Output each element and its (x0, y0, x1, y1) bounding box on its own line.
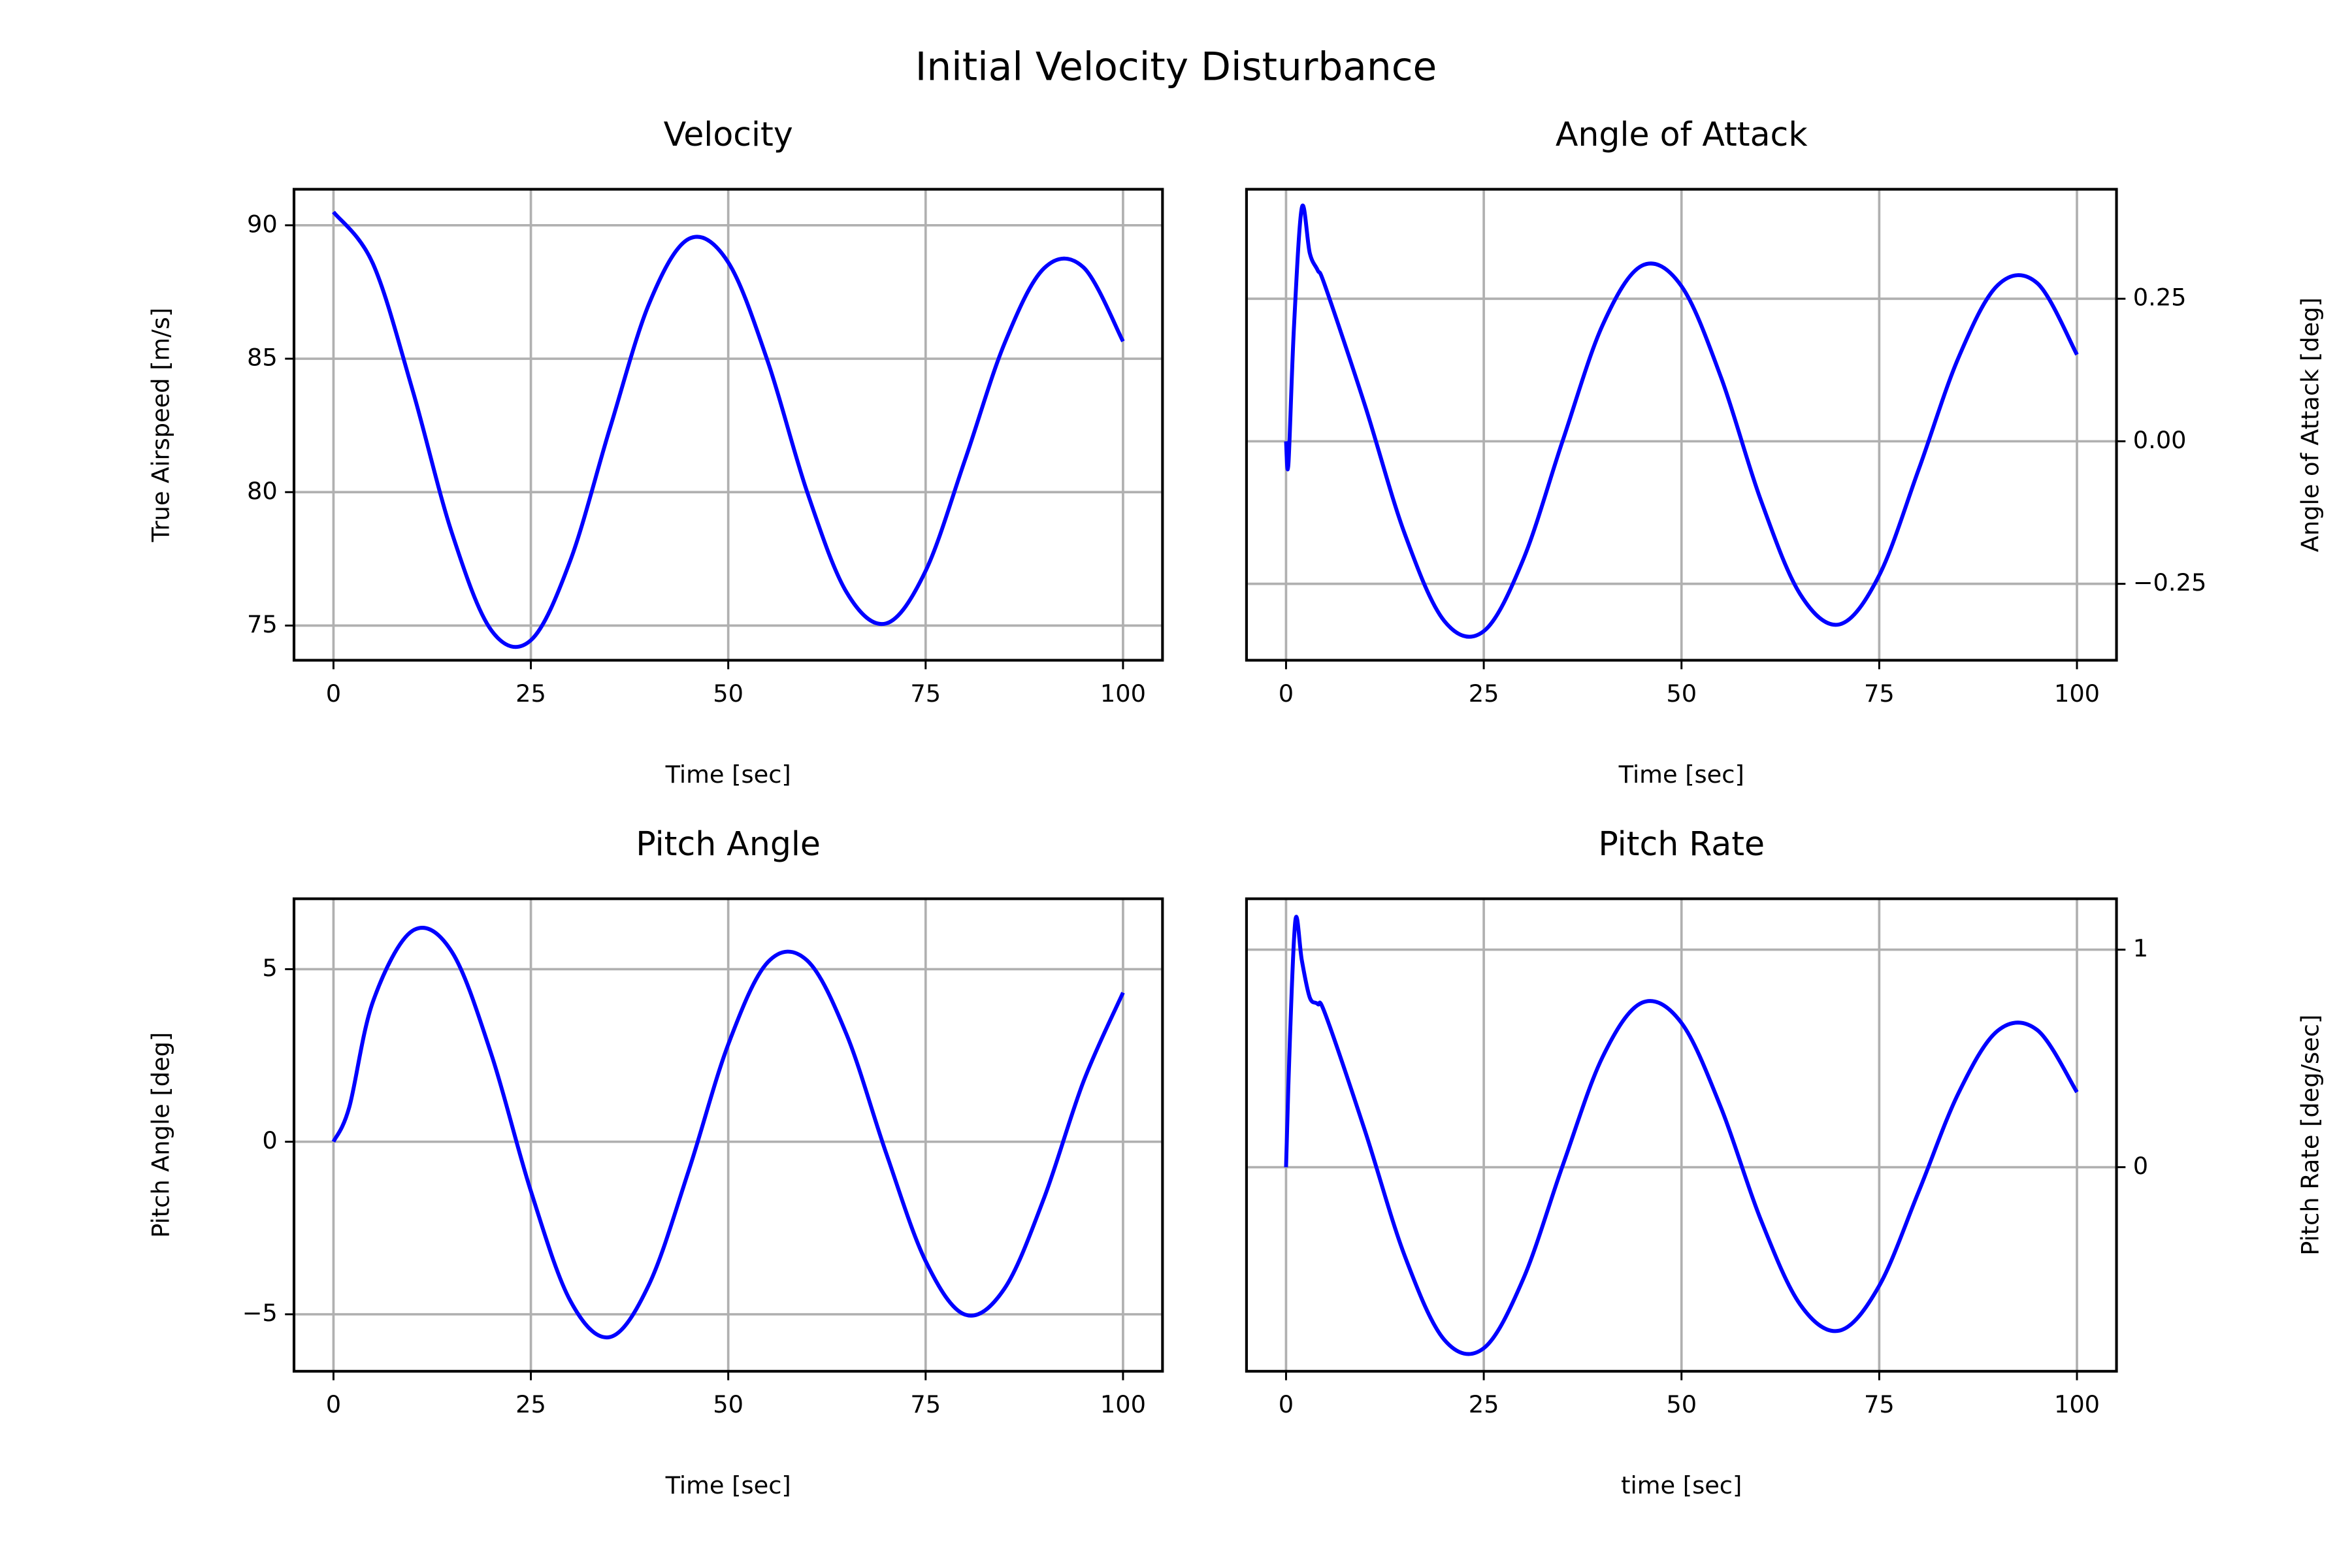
y-tick-label: −0.25 (2133, 568, 2207, 596)
line-series (332, 210, 1125, 649)
x-tick-label: 25 (515, 679, 546, 708)
x-tick-label: 50 (1666, 679, 1697, 708)
x-tick-label: 100 (2054, 679, 2100, 708)
x-tick-label: 75 (910, 679, 941, 708)
x-tick-label: 50 (713, 679, 743, 708)
x-tick-label: 100 (1100, 679, 1146, 708)
x-axis-label: time [sec] (1621, 1471, 1742, 1499)
x-axis-label: Time [sec] (665, 760, 791, 789)
y-tick-label: 0 (2133, 1152, 2148, 1180)
y-tick-label: 85 (247, 344, 278, 372)
plot-frame (1245, 897, 2118, 1373)
y-tick-label: 0 (262, 1126, 277, 1154)
line-series (1284, 915, 2079, 1356)
x-axis-label: Time [sec] (665, 1471, 791, 1499)
subplot-title: Velocity (664, 115, 793, 154)
plot-frame (1245, 188, 2118, 662)
subplot-title: Pitch Rate (1598, 825, 1765, 863)
x-tick-label: 0 (1279, 1390, 1294, 1418)
x-tick-label: 0 (1279, 679, 1294, 708)
x-tick-label: 50 (713, 1390, 743, 1418)
subplot-title: Angle of Attack (1556, 115, 1808, 154)
y-tick-label: 1 (2133, 934, 2148, 962)
y-tick-label: 0.00 (2133, 426, 2187, 454)
figure-title: Initial Velocity Disturbance (915, 45, 1437, 90)
line-series (1284, 203, 2079, 639)
y-tick-label: 90 (247, 210, 278, 238)
line-series (331, 926, 1125, 1340)
x-tick-label: 0 (326, 679, 341, 708)
y-axis-label: Pitch Rate [deg/sec] (2296, 1015, 2325, 1256)
y-tick-label: 5 (262, 954, 277, 982)
x-tick-label: 25 (515, 1390, 546, 1418)
y-tick-label: 0.25 (2133, 284, 2187, 312)
x-tick-label: 50 (1666, 1390, 1697, 1418)
x-axis-label: Time [sec] (1618, 760, 1744, 789)
x-tick-label: 75 (1864, 1390, 1895, 1418)
plot-frame (292, 188, 1164, 662)
x-tick-label: 0 (326, 1390, 341, 1418)
y-tick-label: −5 (242, 1299, 278, 1327)
y-tick-label: 75 (247, 610, 278, 638)
x-tick-label: 25 (1469, 679, 1499, 708)
x-tick-label: 100 (2054, 1390, 2100, 1418)
plot-frame (292, 897, 1164, 1373)
x-tick-label: 25 (1469, 1390, 1499, 1418)
x-tick-label: 75 (1864, 679, 1895, 708)
x-tick-label: 75 (910, 1390, 941, 1418)
subplot-title: Pitch Angle (636, 825, 821, 863)
y-tick-label: 80 (247, 477, 278, 505)
y-axis-label: Pitch Angle [deg] (146, 1032, 174, 1238)
y-axis-label: Angle of Attack [deg] (2296, 297, 2325, 552)
y-axis-label: True Airspeed [m/s] (146, 308, 174, 543)
x-tick-label: 100 (1100, 1390, 1146, 1418)
